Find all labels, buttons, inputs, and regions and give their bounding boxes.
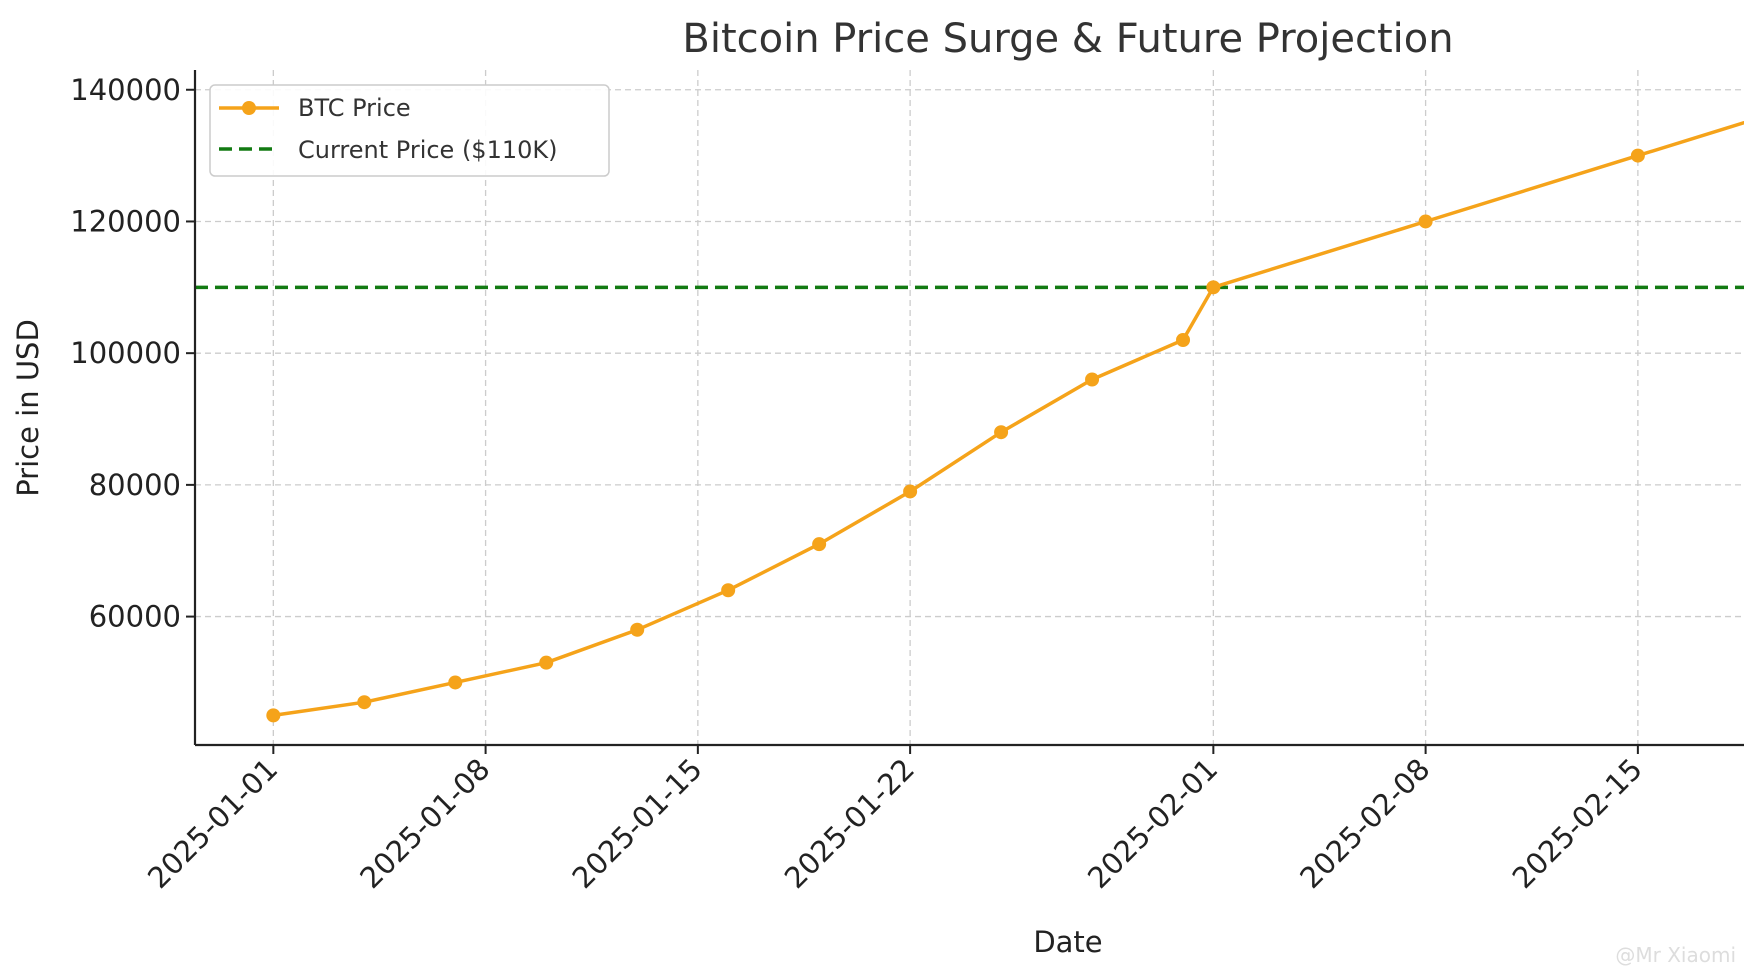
y-tick-label-140000: 140000 [70,73,181,107]
y-tick-label-100000: 100000 [70,336,181,370]
data-point-2025-01-01 [266,708,281,723]
x-tick-label-2025-02-15: 2025-02-15 [1506,752,1649,895]
y-tick-label-120000: 120000 [70,204,181,238]
legend: BTC Price Current Price ($110K) [209,84,610,177]
x-ticks: 2025-01-01 2025-01-08 2025-01-15 2025-01-22… [141,745,1649,895]
legend-label-btc-price: BTC Price [298,94,411,122]
x-tick-label-2025-02-01: 2025-02-01 [1081,752,1224,895]
x-axis-label: Date [1033,925,1102,959]
y-axis-label: Price in USD [11,319,45,497]
data-point-2025-02-01 [1206,280,1221,295]
data-point-2025-01-22 [903,484,918,499]
x-tick-label-2025-01-15: 2025-01-15 [566,752,709,895]
data-point-2025-02-08 [1418,214,1433,229]
data-point-2025-01-13 [630,622,645,637]
x-tick-label-2025-01-08: 2025-01-08 [353,752,496,895]
series-layer [266,120,1744,723]
y-tick-label-80000: 80000 [89,468,181,502]
series-line-btc-price [273,120,1744,718]
data-point-2025-01-28 [1085,372,1100,387]
x-tick-label-2025-01-01: 2025-01-01 [141,752,284,895]
grid [195,70,1744,745]
data-point-2025-01-04 [357,695,372,710]
x-tick-label-2025-02-08: 2025-02-08 [1293,752,1436,895]
y-tick-label-60000: 60000 [89,600,181,634]
data-point-2025-01-16 [721,583,736,598]
data-point-2025-01-19 [812,537,827,552]
series-btc-price [266,120,1744,723]
y-ticks: 60000 80000 100000 120000 140000 [70,73,195,634]
legend-box [209,84,610,177]
legend-marker-btc-price [242,101,256,115]
x-tick-label-2025-01-22: 2025-01-22 [778,752,921,895]
data-point-2025-01-31 [1176,333,1191,347]
data-point-2025-01-07 [448,675,463,690]
data-point-2025-01-10 [539,655,554,670]
data-point-2025-02-15 [1630,148,1645,163]
watermark: @Mr Xiaomi [1615,943,1736,967]
axes [193,70,1744,747]
data-point-2025-01-25 [994,425,1009,440]
chart-title: Bitcoin Price Surge & Future Projection [682,16,1453,62]
legend-label-current-price: Current Price ($110K) [298,136,558,164]
